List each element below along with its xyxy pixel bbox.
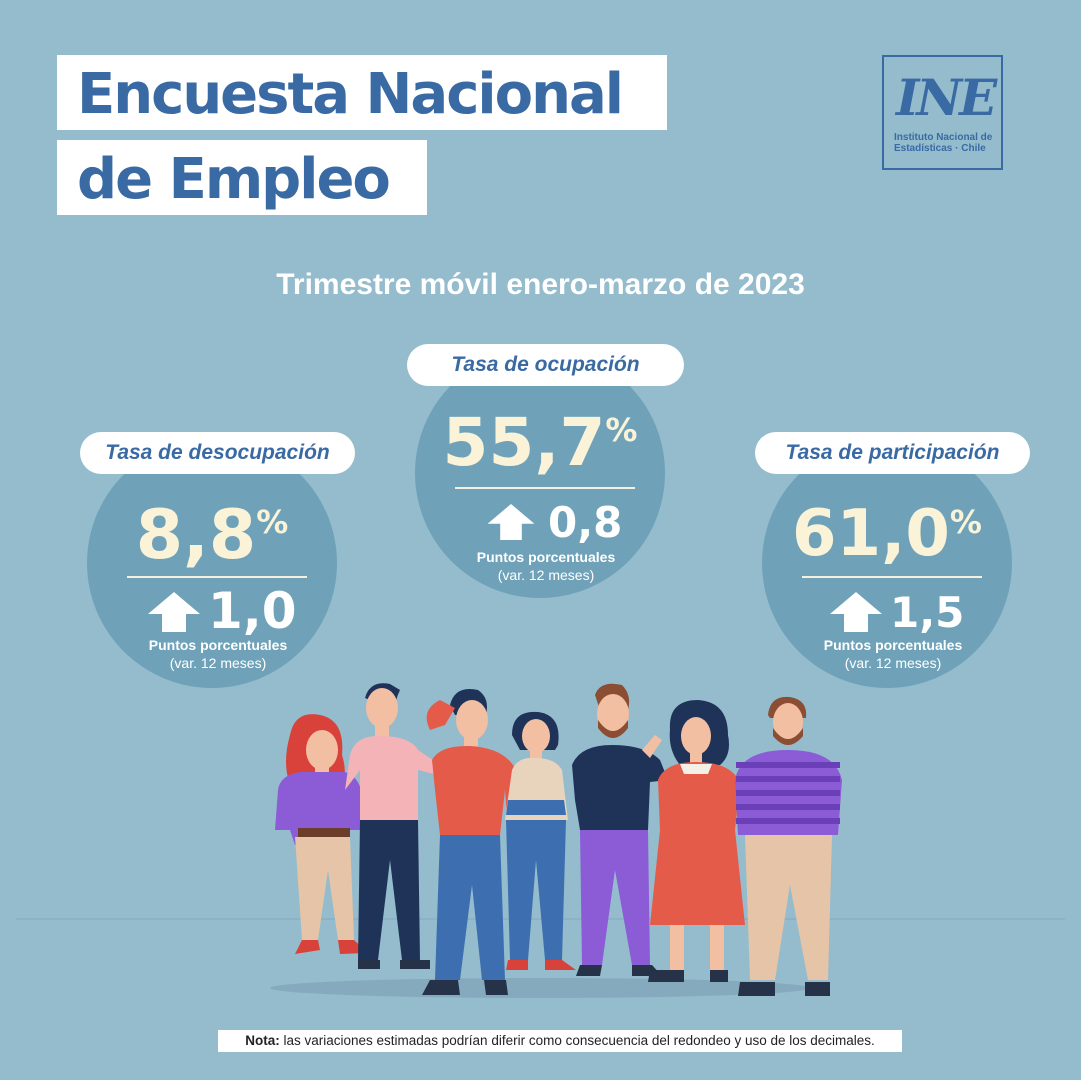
indicator-period: (var. 12 meses) <box>497 567 595 583</box>
footnote: Nota: las variaciones estimadas podrían … <box>218 1030 902 1052</box>
page-title-line2: de Empleo <box>77 147 391 212</box>
footnote-label: Nota: <box>245 1033 280 1048</box>
indicator-unit: Puntos porcentuales <box>148 637 288 653</box>
indicator-change-desocupacion: 1,0 <box>208 582 297 640</box>
indicator-period: (var. 12 meses) <box>169 655 267 671</box>
person-navy-sweater-man <box>572 683 668 976</box>
page-title-line1: Encuesta Nacional <box>77 62 624 127</box>
indicator-divider <box>127 576 307 578</box>
indicator-circle-participacion <box>762 438 1012 688</box>
ground-line <box>16 918 1065 920</box>
percent-sign: % <box>949 503 982 541</box>
percent-sign: % <box>256 503 289 541</box>
ine-logo-name-line1: Instituto Nacional de <box>894 132 993 143</box>
percent-sign: % <box>605 411 638 449</box>
indicator-unit: Puntos porcentuales <box>476 549 616 565</box>
person-beige-sweater-woman <box>505 711 576 970</box>
title-box-line1: Encuesta Nacional <box>57 55 667 130</box>
indicator-label-participacion: Tasa de participación <box>755 432 1030 474</box>
arrow-up-icon <box>148 592 200 632</box>
value-number: 55,7 <box>442 404 606 481</box>
person-red-dress-woman <box>648 700 745 982</box>
indicator-circle-ocupacion <box>415 348 665 598</box>
indicator-circle-desocupacion <box>87 438 337 688</box>
indicator-divider <box>455 487 635 489</box>
person-red-hair-woman <box>275 714 368 954</box>
person-pink-sweater-man <box>345 683 440 969</box>
indicator-divider <box>802 576 982 578</box>
indicator-label-desocupacion: Tasa de desocupación <box>80 432 355 474</box>
indicator-change-participacion: 1,5 <box>890 588 965 637</box>
indicator-value-participacion: 61,0% <box>777 502 997 566</box>
indicator-value-ocupacion: 55,7% <box>430 410 650 476</box>
period-subtitle: Trimestre móvil enero-marzo de 2023 <box>276 268 805 301</box>
ine-logo-name: Instituto Nacional de Estadísticas · Chi… <box>894 132 998 154</box>
arrow-up-icon <box>487 504 535 540</box>
indicator-change-ocupacion: 0,8 <box>548 498 623 547</box>
group-of-people-illustration <box>270 683 842 998</box>
arrow-up-icon <box>830 592 882 632</box>
person-red-sweater-man <box>422 689 522 995</box>
illustration-shadow <box>270 978 810 998</box>
title-box-line2: de Empleo <box>57 140 427 215</box>
footnote-text: las variaciones estimadas podrían diferi… <box>279 1033 875 1048</box>
ine-logo: INE Instituto Nacional de Estadísticas ·… <box>882 55 1003 170</box>
indicator-unit: Puntos porcentuales <box>823 637 963 653</box>
ine-logo-name-line2: Estadísticas · Chile <box>894 143 986 154</box>
value-number: 61,0 <box>792 497 950 571</box>
indicator-period: (var. 12 meses) <box>844 655 942 671</box>
indicator-value-desocupacion: 8,8% <box>112 502 312 570</box>
person-striped-sweater-man <box>735 696 842 996</box>
ine-logo-mark: INE <box>896 68 997 127</box>
value-number: 8,8 <box>135 496 257 575</box>
indicator-label-ocupacion: Tasa de ocupación <box>407 344 684 386</box>
